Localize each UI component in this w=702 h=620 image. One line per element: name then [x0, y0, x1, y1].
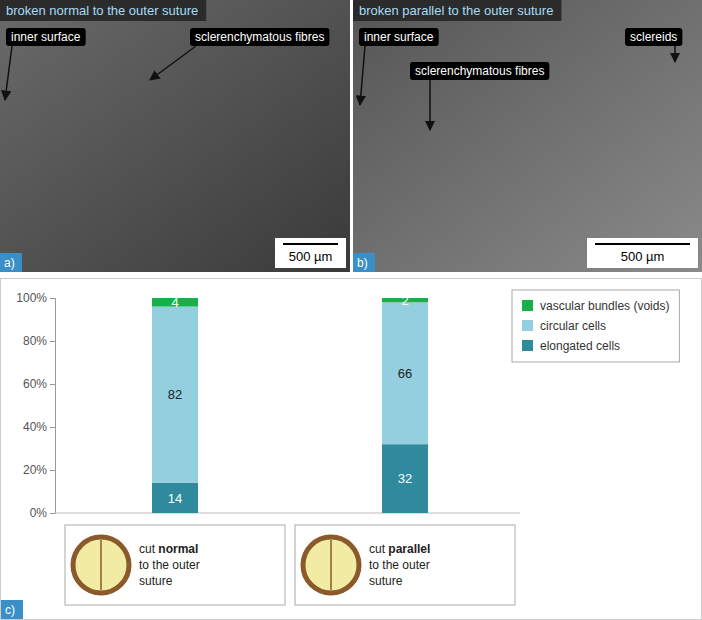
y-axis-line	[50, 299, 56, 514]
legend-swatch	[522, 340, 533, 351]
y-tick: 100%	[16, 291, 55, 305]
y-tick-mark	[50, 513, 55, 514]
annotation: sclerenchymatous fibres	[195, 30, 324, 44]
panel-title-bg	[0, 0, 206, 21]
panel-letter: a)	[4, 256, 15, 270]
annotation-arrow	[150, 46, 196, 80]
y-tick-label: 60%	[23, 377, 47, 391]
category-labels: cut normal to the outer suture cut parall…	[65, 525, 515, 605]
legend-label: vascular bundles (voids)	[540, 299, 669, 313]
legend-swatch	[522, 300, 533, 311]
scale-bar	[595, 243, 690, 245]
sem-panel: broken parallel to the outer suture inner…	[353, 0, 702, 272]
scale-bar-label: 500 µm	[621, 249, 665, 264]
data-label: 14	[168, 491, 182, 506]
panel-letter: c)	[5, 603, 15, 617]
y-tick: 40%	[23, 420, 55, 434]
bar-segment	[152, 307, 198, 483]
panel-title-bg	[353, 0, 561, 21]
annotation-box	[410, 62, 549, 80]
bar-segment	[382, 302, 428, 444]
chart-frame	[1, 279, 702, 620]
panel-letter-box	[353, 253, 375, 272]
annotation-box	[359, 28, 439, 46]
sem-panel: broken normal to the outer suture inner s…	[0, 0, 350, 272]
panel-title: broken parallel to the outer suture	[359, 3, 553, 18]
sem-image	[353, 0, 702, 272]
scale-bar-label: 500 µm	[289, 249, 333, 264]
y-tick-label: 80%	[23, 334, 47, 348]
data-label: 32	[398, 471, 412, 486]
chart: 0% 20% 40% 60% 80% 100% 14 82 4 32 66 2 vascular bun…	[1, 279, 702, 620]
fruit-icon-suture	[100, 540, 102, 590]
category-box	[65, 525, 285, 605]
y-tick-mark	[50, 470, 55, 471]
y-tick-mark	[50, 427, 55, 428]
y-tick-mark	[50, 298, 55, 299]
category-label: cut parallel to the outer suture	[369, 542, 434, 588]
bar-segment	[152, 483, 198, 513]
y-tick: 60%	[23, 377, 55, 391]
legend: vascular bundles (voids) circular cells el…	[512, 290, 679, 362]
data-label: 66	[398, 366, 412, 381]
legend-label: circular cells	[540, 319, 606, 333]
data-label: 82	[168, 387, 182, 402]
fruit-icon	[73, 537, 129, 593]
annotation: sclereids	[630, 30, 677, 44]
data-label: 2	[401, 293, 408, 308]
fruit-icon-suture	[330, 540, 332, 590]
annotation: sclerenchymatous fibres	[415, 64, 544, 78]
y-tick-label: 20%	[23, 463, 47, 477]
fruit-icon	[303, 537, 359, 593]
annotation-arrow	[5, 46, 12, 100]
y-tick-mark	[50, 384, 55, 385]
legend-label: elongated cells	[540, 339, 620, 353]
annotation-arrow	[360, 46, 365, 105]
bar-segment	[382, 444, 428, 513]
annotation: inner surface	[364, 30, 434, 44]
annotation-box	[6, 28, 86, 46]
category-label: cut normal to the outer suture	[139, 542, 203, 588]
y-tick-label: 0%	[30, 506, 48, 520]
panel-letter: b)	[357, 256, 368, 270]
data-labels: 14 82 4 32 66 2	[168, 293, 412, 506]
annotation-box	[625, 28, 682, 46]
y-tick: 80%	[23, 334, 55, 348]
bars	[152, 298, 428, 513]
y-tick: 0%	[30, 506, 55, 520]
panel-title: broken normal to the outer suture	[6, 3, 198, 18]
annotation-arrow	[429, 80, 431, 130]
legend-swatch	[522, 320, 533, 331]
y-tick-label: 100%	[16, 291, 47, 305]
panel-letter-box	[0, 253, 22, 272]
scale-bar-box	[275, 238, 346, 268]
scale-bar	[283, 243, 338, 245]
annotation: inner surface	[11, 30, 81, 44]
panel-letter-box	[1, 600, 23, 619]
category-box	[295, 525, 515, 605]
legend-box	[512, 290, 679, 362]
y-tick: 20%	[23, 463, 55, 477]
scale-bar-box	[587, 238, 698, 268]
y-tick-label: 40%	[23, 420, 47, 434]
y-axis: 0% 20% 40% 60% 80% 100%	[16, 291, 55, 520]
y-tick-mark	[50, 341, 55, 342]
sem-image	[0, 0, 350, 272]
annotation-box	[190, 28, 329, 46]
x-axis-line	[55, 513, 520, 514]
data-label: 4	[171, 295, 178, 310]
annotation-arrow	[674, 46, 676, 62]
